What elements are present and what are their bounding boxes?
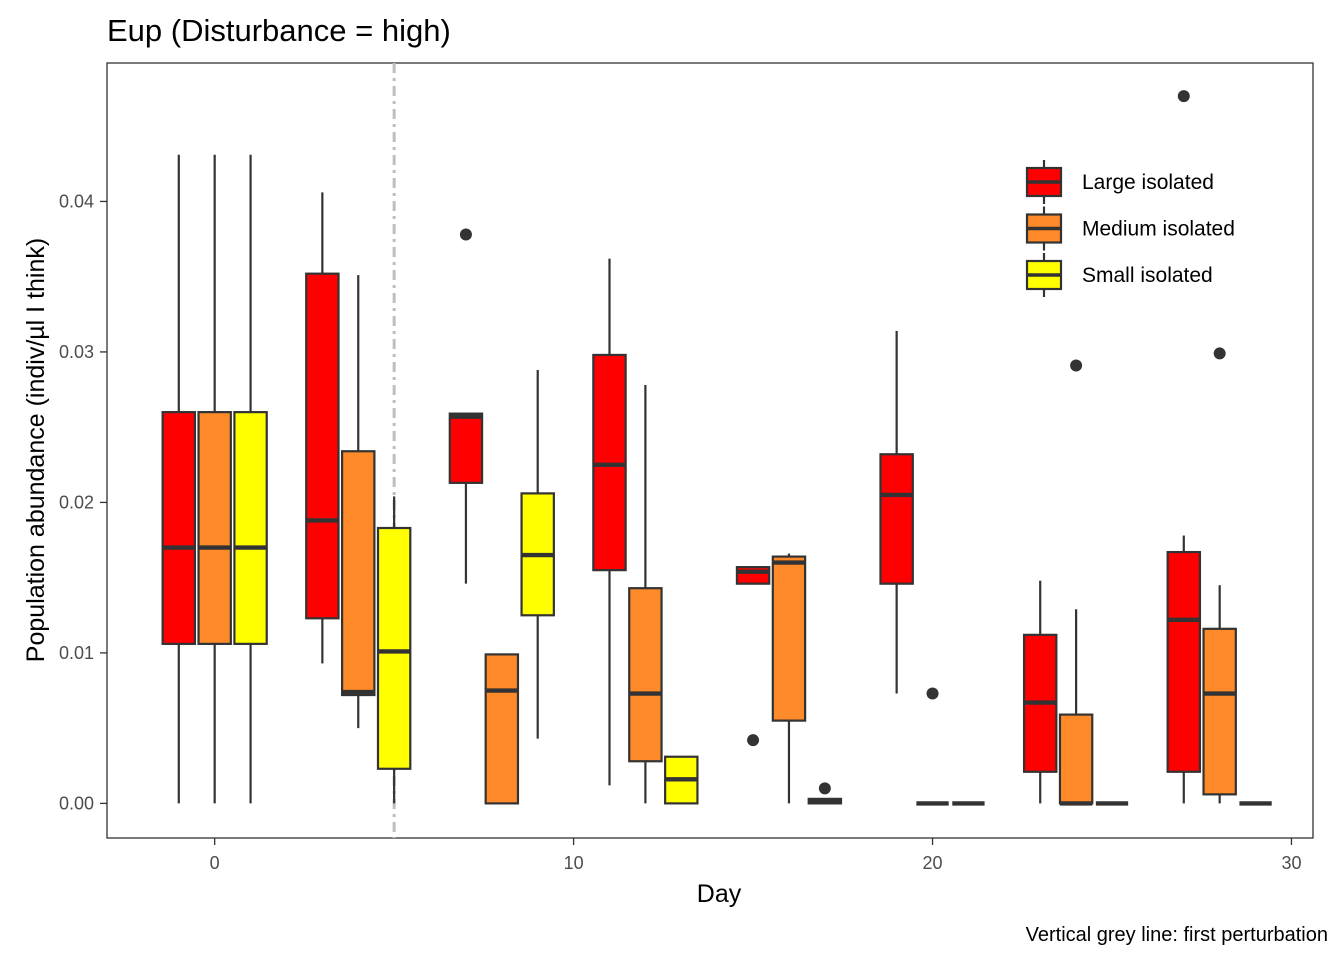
x-tick-label: 0 [210, 853, 220, 873]
boxes-layer [161, 90, 1272, 806]
box-small-isolated-day-16 [807, 782, 843, 805]
box-medium-isolated-day-0 [197, 154, 232, 804]
legend-label: Small isolated [1082, 264, 1213, 287]
box-iqr [197, 411, 232, 645]
box-large-isolated-day-12 [592, 258, 627, 786]
box-large-isolated-day-16 [735, 566, 771, 747]
outlier-point [1177, 90, 1190, 103]
box-iqr [771, 555, 807, 722]
outlier-point [926, 687, 939, 700]
y-tick-label: 0.02 [59, 492, 94, 512]
box-small-isolated-day-12 [664, 755, 699, 805]
outlier-point [747, 734, 760, 747]
box-iqr [879, 453, 914, 585]
panel-border [106, 62, 1314, 839]
box-iqr [376, 526, 412, 770]
y-tick-label: 0.01 [59, 643, 94, 663]
box-medium-isolated-day-20 [916, 687, 949, 806]
legend-label: Medium isolated [1082, 218, 1235, 241]
plot-panel [106, 62, 1314, 839]
box-medium-isolated-day-4 [340, 275, 376, 729]
box-large-isolated-day-0 [161, 154, 197, 804]
box-iqr [161, 411, 197, 645]
box-medium-isolated-day-28 [1202, 347, 1237, 804]
box-iqr [1058, 713, 1094, 805]
box-large-isolated-day-8 [448, 228, 484, 584]
box-medium-isolated-day-12 [628, 385, 663, 804]
box-iqr [484, 653, 520, 805]
box-small-isolated-day-8 [520, 369, 555, 739]
outlier-point [1213, 347, 1226, 360]
box-iqr [448, 412, 484, 484]
box-medium-isolated-day-8 [484, 653, 520, 805]
y-tick-label: 0.03 [59, 342, 94, 362]
outlier-point [818, 782, 831, 795]
box-small-isolated-day-4 [376, 496, 412, 804]
box-large-isolated-day-4 [305, 192, 340, 664]
legend-item: Large isolated [1025, 160, 1214, 204]
box-large-isolated-day-24 [1022, 580, 1058, 804]
box-iqr [340, 450, 376, 697]
box-iqr [233, 411, 268, 645]
legend-item: Small isolated [1025, 253, 1213, 297]
y-tick-label: 0.00 [59, 793, 94, 813]
x-tick-label: 10 [564, 853, 584, 873]
x-axis-title: Day [697, 880, 742, 908]
y-tick-label: 0.04 [59, 191, 94, 211]
box-iqr [305, 272, 340, 620]
y-axis-title: Population abundance (indiv/µl I think) [22, 238, 50, 662]
chart-title: Eup (Disturbance = high) [107, 13, 451, 48]
x-tick-label: 20 [923, 853, 943, 873]
legend: Large isolated Medium isolated Small isola… [1025, 160, 1235, 297]
box-iqr [1202, 627, 1237, 796]
caption: Vertical grey line: first perturbation [1026, 924, 1328, 946]
box-large-isolated-day-20 [879, 330, 914, 694]
outlier-point [1070, 359, 1083, 372]
legend-label: Large isolated [1082, 171, 1214, 194]
box-iqr [628, 587, 663, 763]
box-medium-isolated-day-16 [771, 553, 807, 804]
box-large-isolated-day-28 [1166, 90, 1202, 804]
box-iqr [592, 353, 627, 572]
legend-item: Medium isolated [1025, 206, 1235, 251]
box-medium-isolated-day-24 [1058, 359, 1094, 806]
x-axis: 0 10 20 30 [210, 838, 1301, 873]
outlier-point [459, 228, 472, 241]
x-tick-label: 30 [1281, 853, 1301, 873]
box-small-isolated-day-0 [233, 154, 268, 804]
box-iqr [1166, 550, 1202, 773]
y-axis: 0.00 0.01 0.02 0.03 0.04 [59, 191, 107, 813]
